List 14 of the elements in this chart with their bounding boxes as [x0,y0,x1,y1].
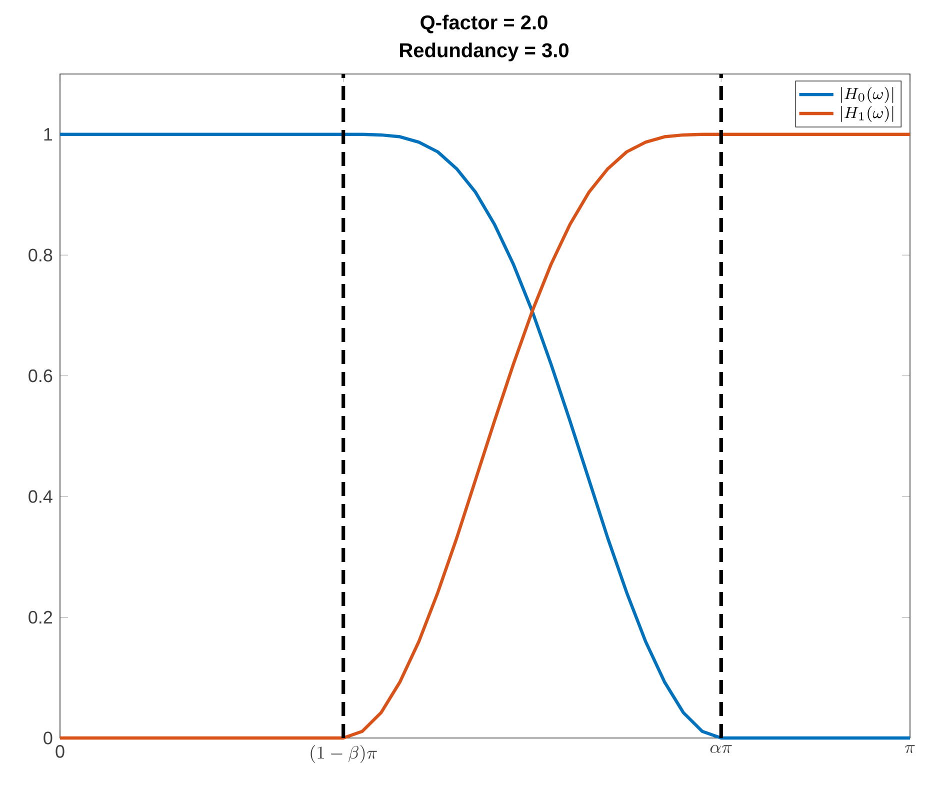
y-tick-label: 1 [44,128,52,141]
y-tick-label: 0 [44,732,52,744]
x-tick-label: $\pi$ [904,745,915,754]
legend-label: $|H_1(\omega)|$ [840,106,894,122]
x-tick-label: $(1-\beta)\pi$ [310,745,378,764]
y-tick-label: 0.2 [28,610,52,624]
y-tick-label: 0.6 [28,369,52,382]
x-tick-label: $\alpha\pi$ [710,744,732,754]
y-tick-label: 0.8 [28,248,52,262]
x-tick-label: 0 [56,745,64,758]
chart-title: Q-factor = 2.0 [420,14,548,34]
chart-subtitle: Redundancy = 3.0 [400,42,568,62]
legend-label: $|H_0(\omega)|$ [840,87,894,104]
y-tick-label: 0.4 [28,490,52,503]
